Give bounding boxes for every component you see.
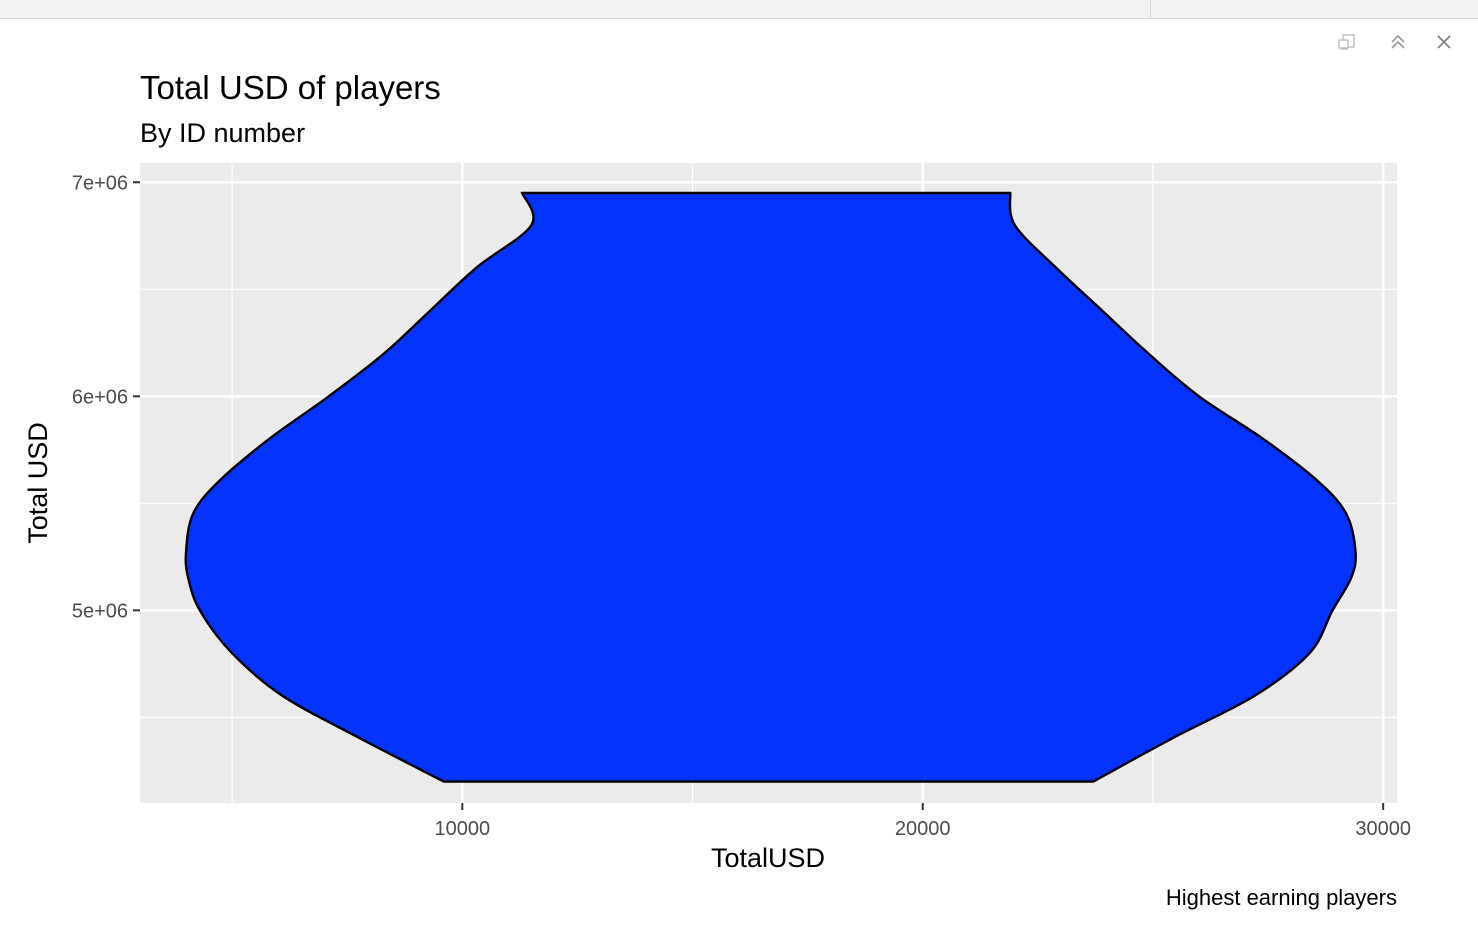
x-tick-label: 30000 <box>1355 818 1411 840</box>
close-icon[interactable] <box>1430 28 1458 56</box>
y-tick-label: 5e+06 <box>72 600 128 622</box>
plot-pane-toolbar <box>1328 28 1478 58</box>
y-axis-ticks: 5e+06 6e+06 7e+06 <box>72 172 140 622</box>
topbar-divider <box>1150 0 1151 18</box>
x-tick-label: 10000 <box>434 818 490 840</box>
chart-title: Total USD of players <box>140 69 441 106</box>
y-tick-label: 6e+06 <box>72 386 128 408</box>
x-tick-label: 20000 <box>895 818 951 840</box>
x-axis-label: TotalUSD <box>711 843 825 873</box>
export-icon[interactable] <box>1334 28 1362 56</box>
y-axis-label: Total USD <box>23 422 53 544</box>
chart-caption: Highest earning players <box>1166 885 1397 910</box>
y-tick-label: 7e+06 <box>72 172 128 194</box>
violin-shape <box>184 191 1357 783</box>
collapse-icon[interactable] <box>1384 28 1412 56</box>
chart-subtitle: By ID number <box>140 118 305 148</box>
x-axis-ticks: 10000 20000 30000 <box>434 803 1411 840</box>
window-topbar <box>0 0 1478 19</box>
